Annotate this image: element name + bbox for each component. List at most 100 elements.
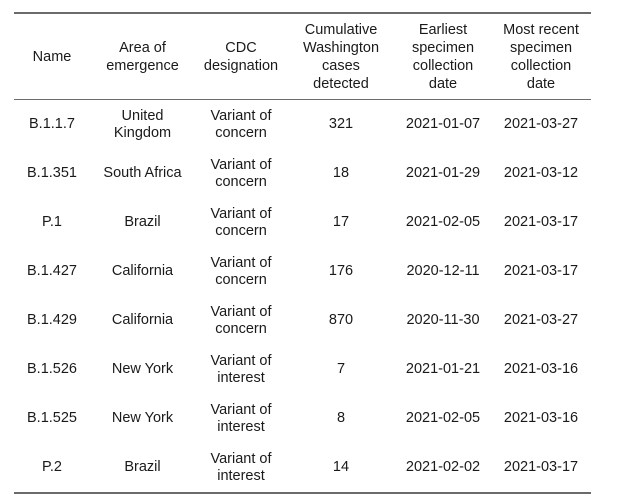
header-earliest-date: Earliest specimen collection date: [395, 13, 491, 100]
cell-cases: 176: [287, 247, 395, 296]
cell-area: New York: [90, 345, 195, 394]
header-line: Most recent: [503, 21, 579, 38]
cell-cases-line: 7: [336, 361, 346, 377]
cell-recent-date: 2021-03-17: [491, 247, 591, 296]
table-row: B.1.351 South Africa Variant of concern 18 20…: [14, 149, 591, 198]
cell-name-line: B.1.1.7: [29, 116, 75, 132]
cell-earliest-date-line: 2021-01-29: [405, 165, 481, 181]
cell-designation: Variant of concern: [195, 247, 287, 296]
cell-earliest-date: 2021-01-07: [395, 100, 491, 150]
cell-name-line: B.1.429: [27, 312, 77, 328]
header-line: Area of: [119, 39, 166, 56]
cell-name-line: B.1.525: [27, 410, 77, 426]
table-body: B.1.1.7 United Kingdom Variant of concern 321…: [14, 100, 591, 493]
cell-name-line: P.2: [42, 459, 62, 475]
cell-earliest-date: 2020-12-11: [395, 247, 491, 296]
cell-designation-line: concern: [215, 124, 267, 141]
cell-earliest-date: 2021-02-05: [395, 394, 491, 443]
header-line: detected: [313, 75, 369, 92]
cell-cases-line: 8: [336, 410, 346, 426]
cell-earliest-date-line: 2020-11-30: [406, 312, 480, 328]
header-line: Washington: [302, 39, 380, 56]
cell-designation: Variant of concern: [195, 198, 287, 247]
header-line: date: [526, 75, 556, 92]
cell-earliest-date: 2021-01-21: [395, 345, 491, 394]
cell-area: New York: [90, 394, 195, 443]
cell-name-line: P.1: [42, 214, 62, 230]
cell-designation-line: interest: [217, 369, 265, 386]
cell-cases: 17: [287, 198, 395, 247]
table-row: B.1.429 California Variant of concern 870 202…: [14, 296, 591, 345]
table-header: Name Area of emergence CDC designation C…: [14, 13, 591, 100]
cell-recent-date-line: 2021-03-27: [503, 312, 579, 328]
cell-designation-line: Variant of: [210, 254, 272, 271]
table-row: P.2 Brazil Variant of interest 14 2021-02-02 2…: [14, 443, 591, 493]
variants-table-container: Name Area of emergence CDC designation C…: [14, 12, 591, 494]
cell-recent-date: 2021-03-17: [491, 443, 591, 493]
cell-recent-date: 2021-03-12: [491, 149, 591, 198]
header-line: Cumulative: [304, 21, 378, 38]
header-area-of-emergence: Area of emergence: [90, 13, 195, 100]
cell-earliest-date: 2021-02-05: [395, 198, 491, 247]
cell-cases: 321: [287, 100, 395, 150]
cell-cases: 18: [287, 149, 395, 198]
cell-designation-line: Variant of: [210, 107, 272, 124]
cell-cases: 7: [287, 345, 395, 394]
cell-area: South Africa: [90, 149, 195, 198]
cell-area: United Kingdom: [90, 100, 195, 150]
cell-designation: Variant of concern: [195, 100, 287, 150]
header-row: Name Area of emergence CDC designation C…: [14, 13, 591, 100]
cell-area-line: Brazil: [124, 459, 161, 475]
cell-cases-line: 17: [332, 214, 350, 230]
table-row: B.1.525 New York Variant of interest 8 2021-0…: [14, 394, 591, 443]
cell-area: Brazil: [90, 198, 195, 247]
header-line: date: [428, 75, 458, 92]
header-line: collection: [510, 57, 572, 74]
cell-area-line: United: [121, 107, 164, 124]
cell-recent-date: 2021-03-17: [491, 198, 591, 247]
cell-area-line: Kingdom: [113, 124, 172, 141]
cell-earliest-date-line: 2020-12-11: [406, 263, 480, 279]
cell-area-line: South Africa: [103, 165, 182, 181]
cell-designation-line: interest: [217, 418, 265, 435]
cell-designation-line: interest: [217, 467, 265, 484]
table-row: P.1 Brazil Variant of concern 17 2021-02-05 20…: [14, 198, 591, 247]
cell-designation-line: Variant of: [210, 352, 272, 369]
header-line: specimen: [509, 39, 573, 56]
header-line: specimen: [411, 39, 475, 56]
cell-recent-date-line: 2021-03-16: [503, 410, 579, 426]
cell-designation-line: Variant of: [210, 205, 272, 222]
cell-recent-date-line: 2021-03-17: [503, 459, 579, 475]
cell-earliest-date-line: 2021-01-21: [405, 361, 481, 377]
cell-designation-line: concern: [215, 173, 267, 190]
cell-recent-date: 2021-03-16: [491, 345, 591, 394]
header-line: emergence: [106, 57, 179, 74]
cell-area-line: New York: [111, 361, 174, 377]
cell-area-line: California: [111, 263, 174, 279]
cell-designation: Variant of interest: [195, 345, 287, 394]
cell-cases-line: 14: [332, 459, 350, 475]
table-row: B.1.1.7 United Kingdom Variant of concern 321…: [14, 100, 591, 150]
cell-designation-line: concern: [215, 222, 267, 239]
cell-name-line: B.1.351: [27, 165, 77, 181]
cell-recent-date: 2021-03-27: [491, 100, 591, 150]
cell-recent-date: 2021-03-27: [491, 296, 591, 345]
cell-area-line: California: [111, 312, 174, 328]
cell-earliest-date-line: 2021-02-05: [405, 410, 481, 426]
cell-designation-line: concern: [215, 320, 267, 337]
header-most-recent-date: Most recent specimen collection date: [491, 13, 591, 100]
cell-recent-date-line: 2021-03-16: [503, 361, 579, 377]
variants-table: Name Area of emergence CDC designation C…: [14, 12, 591, 494]
cell-designation: Variant of concern: [195, 296, 287, 345]
cell-earliest-date-line: 2021-01-07: [405, 116, 481, 132]
header-line: designation: [203, 57, 279, 74]
cell-designation: Variant of interest: [195, 394, 287, 443]
cell-recent-date-line: 2021-03-17: [503, 263, 579, 279]
header-line: Name: [32, 48, 72, 65]
cell-name: B.1.525: [14, 394, 90, 443]
cell-cases-line: 870: [328, 312, 354, 328]
cell-designation-line: Variant of: [210, 156, 272, 173]
header-name: Name: [14, 13, 90, 100]
cell-area: Brazil: [90, 443, 195, 493]
cell-recent-date-line: 2021-03-17: [503, 214, 579, 230]
